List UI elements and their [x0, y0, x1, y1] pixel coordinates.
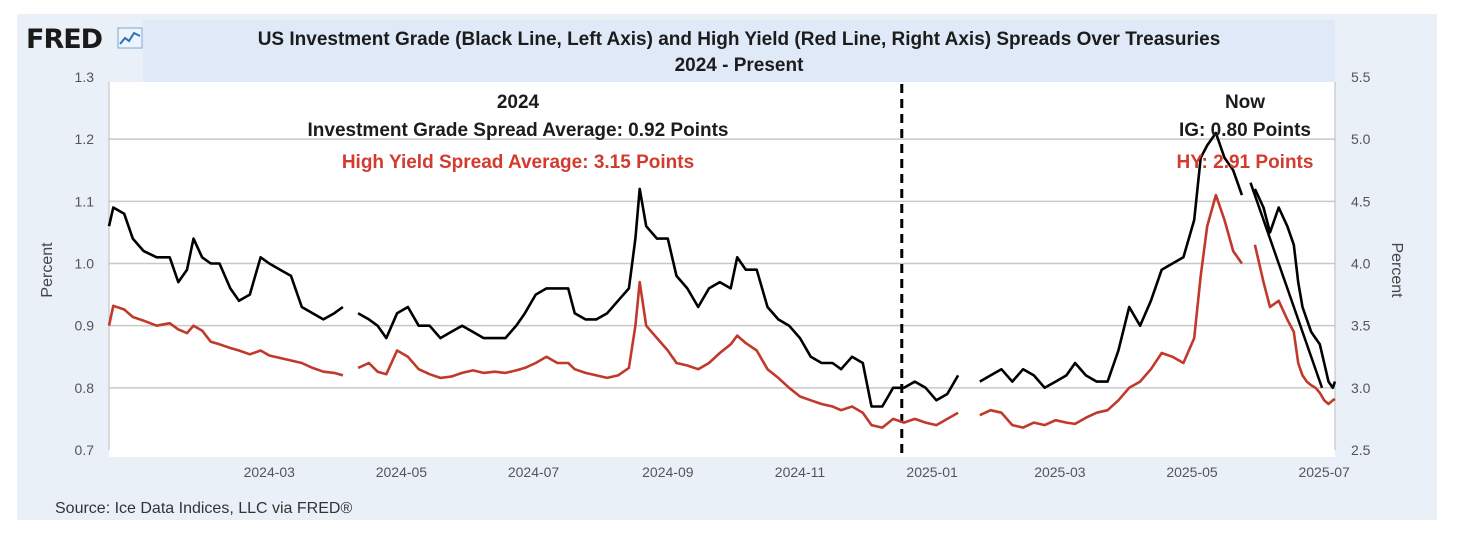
plot-area: [109, 82, 1335, 457]
left-y-tick-label: 0.7: [75, 442, 95, 458]
x-tick-label: 2025-01: [906, 464, 958, 480]
source-note: Source: Ice Data Indices, LLC via FRED®: [55, 500, 353, 517]
annotation-2024-heading: 2024: [497, 92, 540, 113]
right-y-ticks: 2.5 3.0 3.5 4.0 4.5 5.0 5.5: [1351, 69, 1371, 458]
annotation-ig-average: Investment Grade Spread Average: 0.92 Po…: [308, 120, 729, 141]
right-y-tick-label: 2.5: [1351, 442, 1371, 458]
left-y-tick-label: 0.8: [75, 380, 95, 396]
right-y-tick-label: 4.5: [1351, 193, 1371, 209]
x-tick-label: 2024-09: [642, 464, 694, 480]
right-y-tick-label: 3.5: [1351, 318, 1371, 334]
left-axis-label: Percent: [39, 242, 56, 298]
x-tick-label: 2024-11: [775, 464, 826, 480]
right-y-tick-label: 3.0: [1351, 380, 1371, 396]
trend-line-icon: [117, 27, 143, 49]
chart-title-line1: US Investment Grade (Black Line, Left Ax…: [257, 29, 1221, 50]
x-tick-label: 2025-05: [1166, 464, 1218, 480]
annotation-now-ig: IG: 0.80 Points: [1179, 120, 1311, 141]
fred-logo[interactable]: FRED: [26, 24, 103, 55]
left-y-tick-label: 0.9: [75, 318, 95, 334]
left-y-tick-label: 1.0: [75, 256, 95, 272]
x-tick-label: 2024-03: [244, 464, 296, 480]
left-y-tick-label: 1.2: [75, 131, 95, 147]
annotation-now-hy: HY: 2.91 Points: [1177, 152, 1314, 173]
chart-title: US Investment Grade (Black Line, Left Ax…: [143, 27, 1335, 79]
series-lines: [107, 131, 1337, 429]
right-y-tick-label: 4.0: [1351, 256, 1371, 272]
annotation-hy-average: High Yield Spread Average: 3.15 Points: [342, 152, 694, 173]
chart-title-line2: 2024 - Present: [674, 55, 804, 76]
x-tick-label: 2025-07: [1298, 464, 1350, 480]
left-y-tick-label: 1.3: [75, 69, 95, 85]
right-y-tick-label: 5.5: [1351, 69, 1371, 85]
x-tick-label: 2025-03: [1034, 464, 1086, 480]
right-axis-label: Percent: [1388, 242, 1405, 298]
left-y-ticks: 0.7 0.8 0.9 1.0 1.1 1.2 1.3: [75, 69, 95, 458]
right-y-tick-label: 5.0: [1351, 131, 1371, 147]
ig-spread-line: [107, 131, 1337, 408]
x-ticks: 2024-03 2024-05 2024-07 2024-09 2024-11 2025-…: [244, 464, 1350, 480]
left-y-tick-label: 1.1: [75, 193, 95, 209]
x-tick-label: 2024-05: [376, 464, 428, 480]
title-band: [143, 20, 1335, 82]
x-tick-label: 2024-07: [508, 464, 560, 480]
now-arrow: [1249, 182, 1324, 389]
annotation-now-heading: Now: [1225, 92, 1265, 113]
hy-spread-line: [107, 193, 1336, 429]
